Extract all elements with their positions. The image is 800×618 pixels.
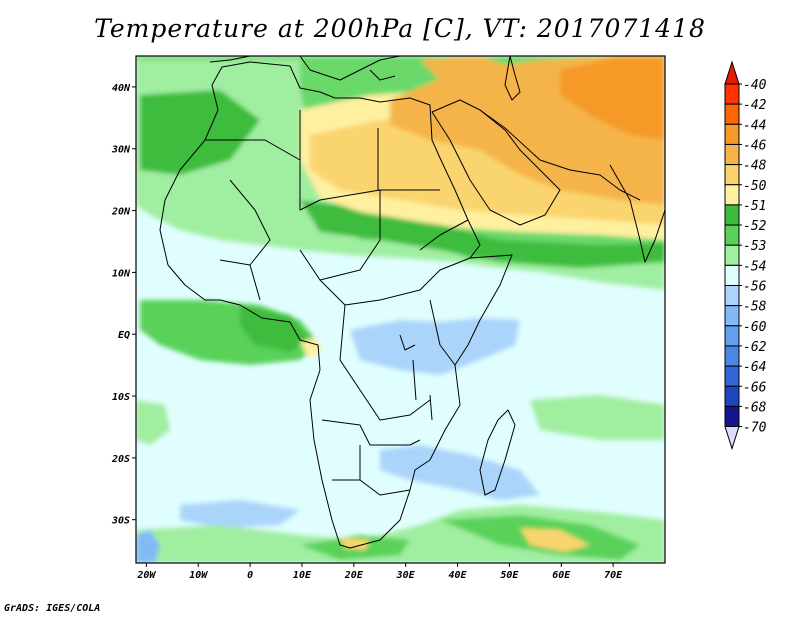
longitude-axis: 20W 10W 0 10E 20E 30E 40E 50E 60E 70E — [136, 563, 623, 581]
legend-top-arrow — [724, 60, 740, 85]
legend-swatch — [724, 325, 740, 347]
legend-bottom-arrow — [724, 426, 740, 451]
border-botswana — [359, 479, 411, 496]
color-legend: -40 -42 -44 -46 -48 -50 -51 -52 -53 -54 -56 -58 -60 -… — [724, 60, 767, 451]
india-coastline — [609, 164, 665, 263]
lat-tick-label: 30S — [111, 516, 130, 527]
lon-tick-label: 20W — [136, 570, 156, 581]
lake-tanganyika — [412, 359, 417, 401]
legend-swatch — [724, 83, 740, 105]
lat-tick-label: 40N — [112, 83, 131, 94]
legend-label: -70 — [743, 421, 767, 436]
map-title: Temperature at 200hPa [C], VT: 201707141… — [94, 14, 706, 43]
legend-swatch — [724, 285, 740, 307]
lat-tick-label: EQ — [118, 330, 130, 341]
border-congo — [339, 304, 431, 421]
border-ethiopia — [419, 219, 469, 251]
border-libya-egypt — [377, 128, 440, 191]
legend-label: -48 — [743, 159, 767, 174]
legend-label: -40 — [743, 78, 767, 93]
field-52-guinea — [240, 305, 310, 352]
legend-swatch — [724, 184, 740, 206]
legend-swatch — [724, 405, 740, 428]
field-46 — [560, 56, 665, 140]
field-56-southafrica — [380, 445, 540, 500]
lat-tick-label: 30N — [111, 145, 131, 156]
lat-tick-label: 10N — [112, 268, 131, 279]
legend-label: -62 — [743, 340, 767, 355]
lat-tick-label: 20N — [111, 207, 131, 218]
caspian-coast — [504, 56, 521, 101]
legend-label: -56 — [743, 280, 767, 295]
field-56-southatlantic — [180, 500, 300, 528]
legend-swatch — [724, 305, 740, 327]
madagascar-coastline — [479, 409, 516, 496]
legend-label: -60 — [743, 320, 767, 335]
field-48-north — [420, 56, 520, 85]
legend-swatch — [724, 204, 740, 226]
lat-tick-label: 20S — [111, 454, 130, 465]
lon-tick-label: 20E — [344, 570, 364, 581]
field-50-south — [520, 528, 590, 552]
lon-tick-label: 10E — [293, 570, 312, 581]
greece-coast — [369, 69, 396, 81]
legend-label: -50 — [743, 179, 767, 194]
legend-swatch — [724, 164, 740, 186]
field-53-atlantic — [136, 400, 170, 445]
lake-malawi — [429, 394, 433, 421]
field-56-eastafrica — [350, 318, 520, 375]
lon-tick-label: 50E — [500, 570, 519, 581]
iran-coast — [479, 109, 641, 201]
legend-label: -66 — [743, 380, 767, 395]
legend-label: -64 — [743, 360, 766, 375]
legend-swatch — [724, 345, 740, 367]
border-chad-sudan — [299, 190, 381, 281]
lat-tick-label: 10S — [112, 392, 130, 403]
legend-swatch — [724, 123, 740, 145]
field-51-spot — [300, 338, 322, 358]
legend-label: -51 — [743, 199, 766, 214]
legend-swatch — [724, 264, 740, 287]
lon-tick-label: 40E — [449, 570, 468, 581]
field-53-indian — [530, 395, 665, 440]
lon-tick-label: 70E — [604, 570, 623, 581]
lon-tick-label: 0 — [247, 570, 253, 581]
plot-frame — [135, 55, 666, 564]
credit-text: GrADS: IGES/COLA — [4, 603, 101, 614]
border-angola — [321, 419, 421, 446]
legend-label: -46 — [743, 138, 767, 153]
legend-label: -58 — [743, 300, 767, 315]
temperature-field — [136, 56, 665, 563]
latitude-axis: 40N 30N 20N 10N EQ 10S 20S 30S — [111, 83, 136, 527]
legend-swatch — [724, 365, 740, 387]
legend-swatch — [724, 103, 740, 125]
legend-label: -52 — [743, 219, 767, 234]
field-58-southwest — [136, 530, 160, 563]
lon-tick-label: 60E — [552, 570, 571, 581]
lon-tick-label: 30E — [396, 570, 416, 581]
legend-swatch — [724, 244, 740, 266]
iberia-coastline — [209, 56, 251, 63]
legend-label: -54 — [743, 259, 766, 274]
legend-swatch — [724, 224, 740, 246]
coastlines-borders — [159, 56, 665, 549]
legend-label: -44 — [743, 118, 766, 133]
lake-victoria — [399, 334, 416, 351]
legend-swatch — [724, 143, 740, 166]
border-mali — [219, 179, 271, 266]
legend-label: -42 — [743, 98, 767, 113]
legend-label: -53 — [743, 239, 766, 254]
border-westafrica — [249, 264, 261, 301]
border-kenya — [429, 299, 456, 366]
lon-tick-label: 10W — [189, 570, 208, 581]
legend-swatch — [724, 385, 740, 407]
mediterranean-north-coast — [299, 56, 401, 81]
field-52-northwest — [140, 90, 260, 175]
border-central-africa — [319, 257, 471, 306]
legend-label: -68 — [743, 400, 767, 415]
